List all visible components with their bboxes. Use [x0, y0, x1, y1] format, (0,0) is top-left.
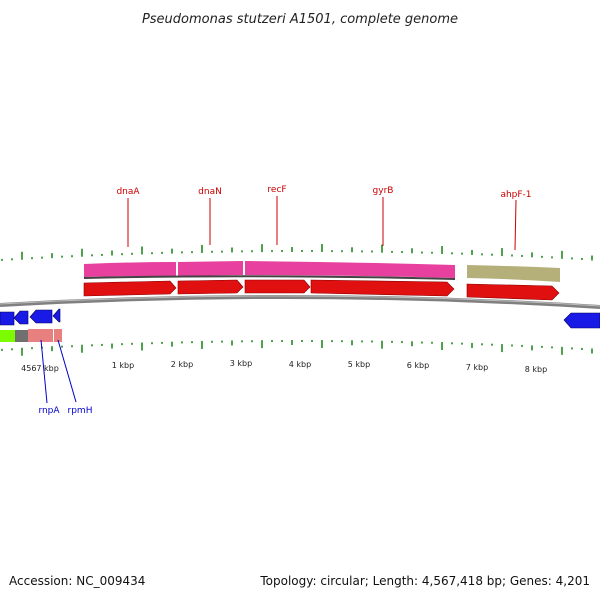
gene-label-rnpA[interactable]: rnpA — [38, 406, 60, 416]
reverse-gene-track — [0, 308, 600, 329]
tick-label: 5 kbp — [348, 360, 370, 369]
tick-label: 8 kbp — [525, 365, 547, 374]
cog-bar-recF-gyrB[interactable] — [245, 261, 455, 278]
gene-label-gyrB[interactable]: gyrB — [373, 186, 394, 196]
gene-label-dnaN[interactable]: dnaN — [198, 187, 222, 197]
cog-bar-gray[interactable] — [15, 330, 28, 342]
tick-label: 4 kbp — [289, 360, 311, 369]
tick-label: 4567 kbp — [21, 364, 59, 373]
cog-bar-dnaA[interactable] — [84, 262, 176, 277]
lower-tick-track — [1, 340, 593, 356]
leader-line-rnpA — [40, 339, 48, 404]
gene-label-dnaA[interactable]: dnaA — [116, 187, 140, 197]
gene-arrow-reverse-3[interactable] — [29, 309, 53, 324]
cog-bar-ahpF-1[interactable] — [467, 265, 560, 282]
reverse-cog-track — [0, 329, 62, 342]
cog-bar-shadow — [84, 275, 455, 280]
forward-gene-labels: dnaA dnaN recF gyrB ahpF-1 — [116, 185, 532, 251]
cog-bar-salmon-1[interactable] — [28, 329, 53, 342]
genome-backbone-highlight — [0, 295, 600, 307]
tick-label: 6 kbp — [407, 361, 429, 370]
upper-tick-track — [1, 244, 593, 261]
genome-summary-text: Topology: circular; Length: 4,567,418 bp… — [260, 574, 590, 588]
gene-label-recF[interactable]: recF — [267, 185, 286, 195]
gene-arrow-gyrB[interactable] — [310, 279, 455, 297]
cog-bar-salmon-2[interactable] — [54, 329, 62, 342]
cog-bar-dnaN[interactable] — [178, 261, 243, 276]
gene-arrow-dnaN[interactable] — [177, 279, 244, 295]
gene-arrow-reverse-4[interactable] — [52, 308, 61, 323]
gene-arrow-dnaA[interactable] — [83, 280, 177, 297]
tick-label: 3 kbp — [230, 359, 252, 368]
gene-label-rpmH[interactable]: rpmH — [68, 406, 93, 416]
gene-arrow-recF[interactable] — [244, 279, 311, 294]
gene-arrow-ahpF-1[interactable] — [466, 283, 560, 301]
leader-line-ahpF-1 — [514, 199, 517, 251]
tick-label: 2 kbp — [171, 360, 193, 369]
gene-arrow-reverse-2[interactable] — [13, 310, 29, 325]
cog-bar-green[interactable] — [0, 330, 15, 342]
gene-arrow-reverse-1[interactable] — [0, 311, 15, 326]
tick-label-group: 4567 kbp 1 kbp 2 kbp 3 kbp 4 kbp 5 kbp 6… — [21, 359, 547, 374]
genome-backbone — [0, 294, 600, 309]
accession-text: Accession: NC_009434 — [9, 574, 146, 588]
tick-label: 1 kbp — [112, 361, 134, 370]
gene-label-ahpF-1[interactable]: ahpF-1 — [500, 190, 531, 200]
leader-line-rpmH — [57, 339, 77, 403]
tick-label: 7 kbp — [466, 363, 488, 372]
forward-cog-track — [84, 261, 560, 282]
reverse-gene-labels: rnpA rpmH — [38, 339, 93, 416]
map-title: Pseudomonas stutzeri A1501, complete gen… — [142, 12, 458, 27]
gene-arrow-reverse-5[interactable] — [563, 312, 600, 329]
forward-gene-track — [83, 279, 560, 301]
